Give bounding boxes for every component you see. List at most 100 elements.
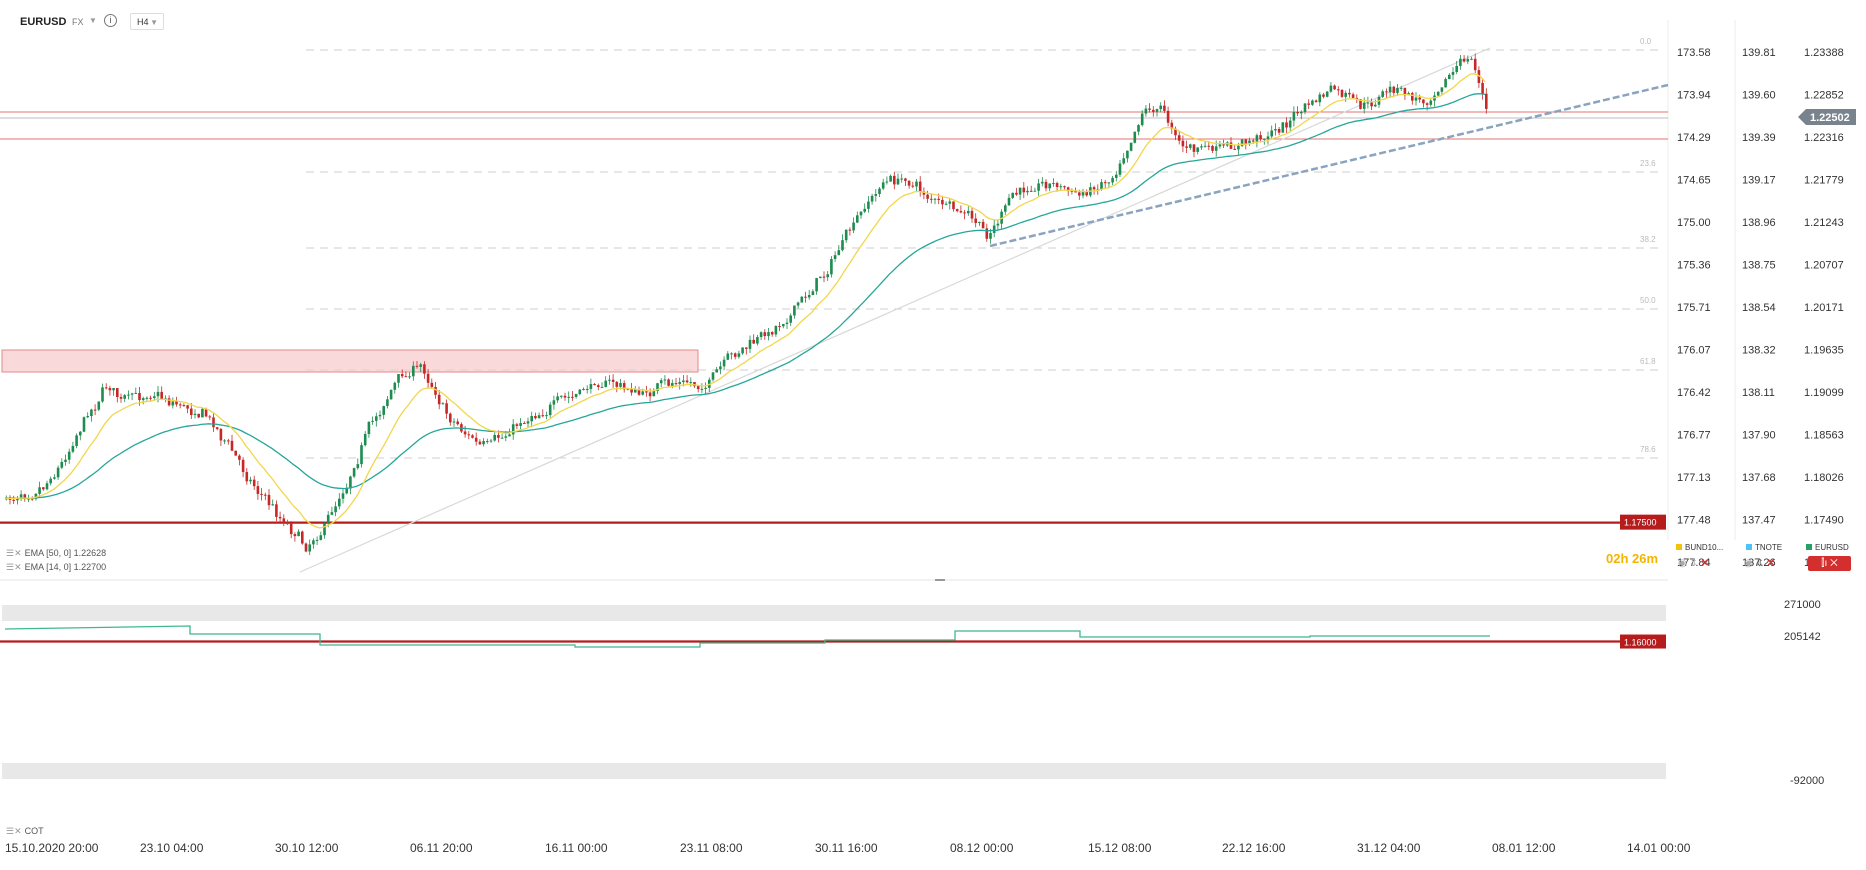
candle-body [741,347,744,354]
compare-tnote[interactable]: TNOTE [1746,543,1782,552]
candle-body [308,544,311,552]
ema-slow-label: EMA [50, 0] 1.22628 [24,548,107,558]
candle-body [182,405,186,407]
candle-body [338,498,341,507]
candle-body [153,396,156,399]
candle-body [593,384,596,386]
candle-body [844,229,848,241]
cot-legend[interactable]: ☰✕ COT [6,826,44,837]
candle-body [1063,186,1066,188]
candle-body [652,390,656,397]
candle-body [1462,58,1466,62]
candle-body [926,194,929,199]
candle-body [1074,190,1077,193]
bund-controls[interactable]: ◉ ⇕ ✕ [1678,558,1709,569]
candle-body [278,516,282,519]
candle-body [323,523,326,536]
ema-slow-legend[interactable]: ☰✕ EMA [50, 0] 1.22628 [6,548,106,559]
fib-level-label: 50.0 [1640,296,1656,305]
candle-body [563,395,567,398]
candle-body [19,494,23,499]
info-icon[interactable]: i [104,14,117,27]
price-axis-label-eurusd: 1.18563 [1804,430,1844,442]
price-axis-label-instr: 176.77 [1677,430,1711,442]
candle-body [304,543,308,552]
candle-body [597,385,600,388]
price-axis-label-eurusd: 1.23388 [1804,47,1844,59]
close-icon[interactable]: ✕ [1830,558,1838,569]
eye-icon[interactable]: ◉ [1744,558,1753,569]
candle-body [426,373,430,383]
settings-icon[interactable]: ☰✕ [6,826,22,836]
candle-body [101,387,104,402]
candle-body [793,305,796,316]
candle-body [456,421,459,425]
candle-body [1266,136,1270,139]
candle-body [1344,92,1347,97]
candle-body [696,386,700,390]
candle-body [1248,140,1251,145]
candle-body [134,392,138,394]
price-axis-label-tnote: 138.54 [1742,302,1776,314]
price-axis-label-eurusd: 1.21779 [1804,175,1844,187]
compare-bund[interactable]: BUND10... [1676,543,1723,552]
compare-eurusd[interactable]: EURUSD [1806,543,1849,552]
eye-icon[interactable]: ◉ [1678,558,1687,569]
candle-body [1418,97,1421,100]
candle-body [104,387,108,389]
settings-icon[interactable]: ☰✕ [6,548,22,558]
candle-body [64,459,67,462]
candle-body [904,178,907,181]
candle-body [1366,102,1370,104]
candle-body [1196,147,1199,152]
candle-body [1485,93,1488,109]
candle-body [896,178,900,185]
close-icon[interactable]: ✕ [1766,558,1776,569]
settings-icon[interactable]: ☰✕ [6,562,22,572]
candle-body [471,435,474,438]
candle-body [819,276,822,279]
candle-body [145,397,149,399]
ema-fast-legend[interactable]: ☰✕ EMA [14, 0] 1.22700 [6,562,106,573]
candle-body [363,434,367,446]
candle-body [463,431,467,435]
candle-body [578,389,582,395]
candle-body [1115,174,1118,178]
chevron-down-icon: ▼ [150,18,158,27]
candle-body [1411,93,1414,101]
candle-body [1029,190,1033,192]
candle-body [378,414,382,417]
candle-body [685,380,689,383]
candle-body [45,483,49,490]
candle-body [1444,79,1447,88]
candle-body [71,445,75,452]
time-axis-label: 08.12 00:00 [950,841,1014,855]
sort-icon[interactable]: ⇕ [1755,558,1764,569]
candle-body [1066,187,1070,192]
candle-body [1399,87,1403,89]
candle-body [852,222,855,231]
candle-body [1192,144,1196,152]
tnote-controls[interactable]: ◉ ⇕ ✕ [1744,558,1775,569]
candle-body [944,203,948,205]
candle-body [526,421,530,424]
candle-body [770,332,774,335]
close-icon[interactable]: ✕ [1700,558,1710,569]
candle-body [548,404,552,416]
candle-body [334,506,337,513]
eurusd-active-toggle[interactable]: ⫿ı ✕ [1808,556,1851,571]
chevron-down-icon[interactable]: ▼ [89,16,97,25]
sort-icon[interactable]: ⇕ [1689,558,1698,569]
candle-body [1229,142,1233,149]
candle-body [1041,181,1044,184]
candle-body [722,359,726,367]
symbol-label[interactable]: EURUSD [20,16,67,28]
candle-body [452,421,456,423]
candle-body [90,409,93,417]
candle-body [1152,109,1155,112]
timeframe-select[interactable]: H4 ▼ [130,13,164,30]
candle-body [963,212,966,214]
candle-body [27,498,30,500]
